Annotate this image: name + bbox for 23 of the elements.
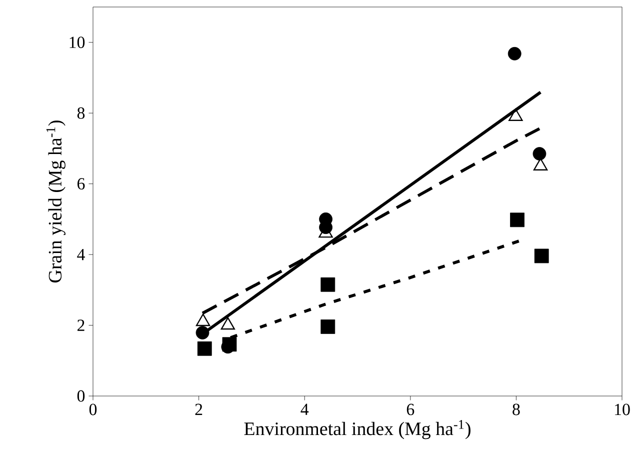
- point: [320, 277, 336, 292]
- point: [508, 46, 522, 60]
- y-tick-label: 8: [77, 107, 85, 119]
- point: [534, 248, 549, 264]
- x-axis-title: Environmetal index (Mg ha$^{-1}$): [244, 420, 470, 440]
- y-tick-label: 6: [77, 178, 85, 190]
- x-tick-label: 2: [195, 404, 202, 415]
- y-tick-label: 0: [77, 390, 85, 402]
- x-tick-label: 0: [89, 404, 97, 416]
- x-tick-label: 10: [615, 404, 630, 416]
- y-axis-title: Grain yield (Mg ha$^{-1}$): [46, 120, 66, 282]
- x-tick-label: 4: [300, 404, 309, 415]
- x-tick-label: 6: [406, 404, 414, 416]
- x-tick-label: 8: [512, 404, 520, 416]
- y-tick-label: 4: [77, 248, 85, 260]
- point: [532, 147, 546, 160]
- point: [197, 341, 212, 356]
- point: [320, 319, 336, 334]
- point: [222, 337, 237, 352]
- point: [510, 212, 524, 228]
- point: [196, 326, 210, 340]
- y-tick-label: 2: [78, 320, 84, 331]
- y-tick-label: 10: [70, 36, 85, 48]
